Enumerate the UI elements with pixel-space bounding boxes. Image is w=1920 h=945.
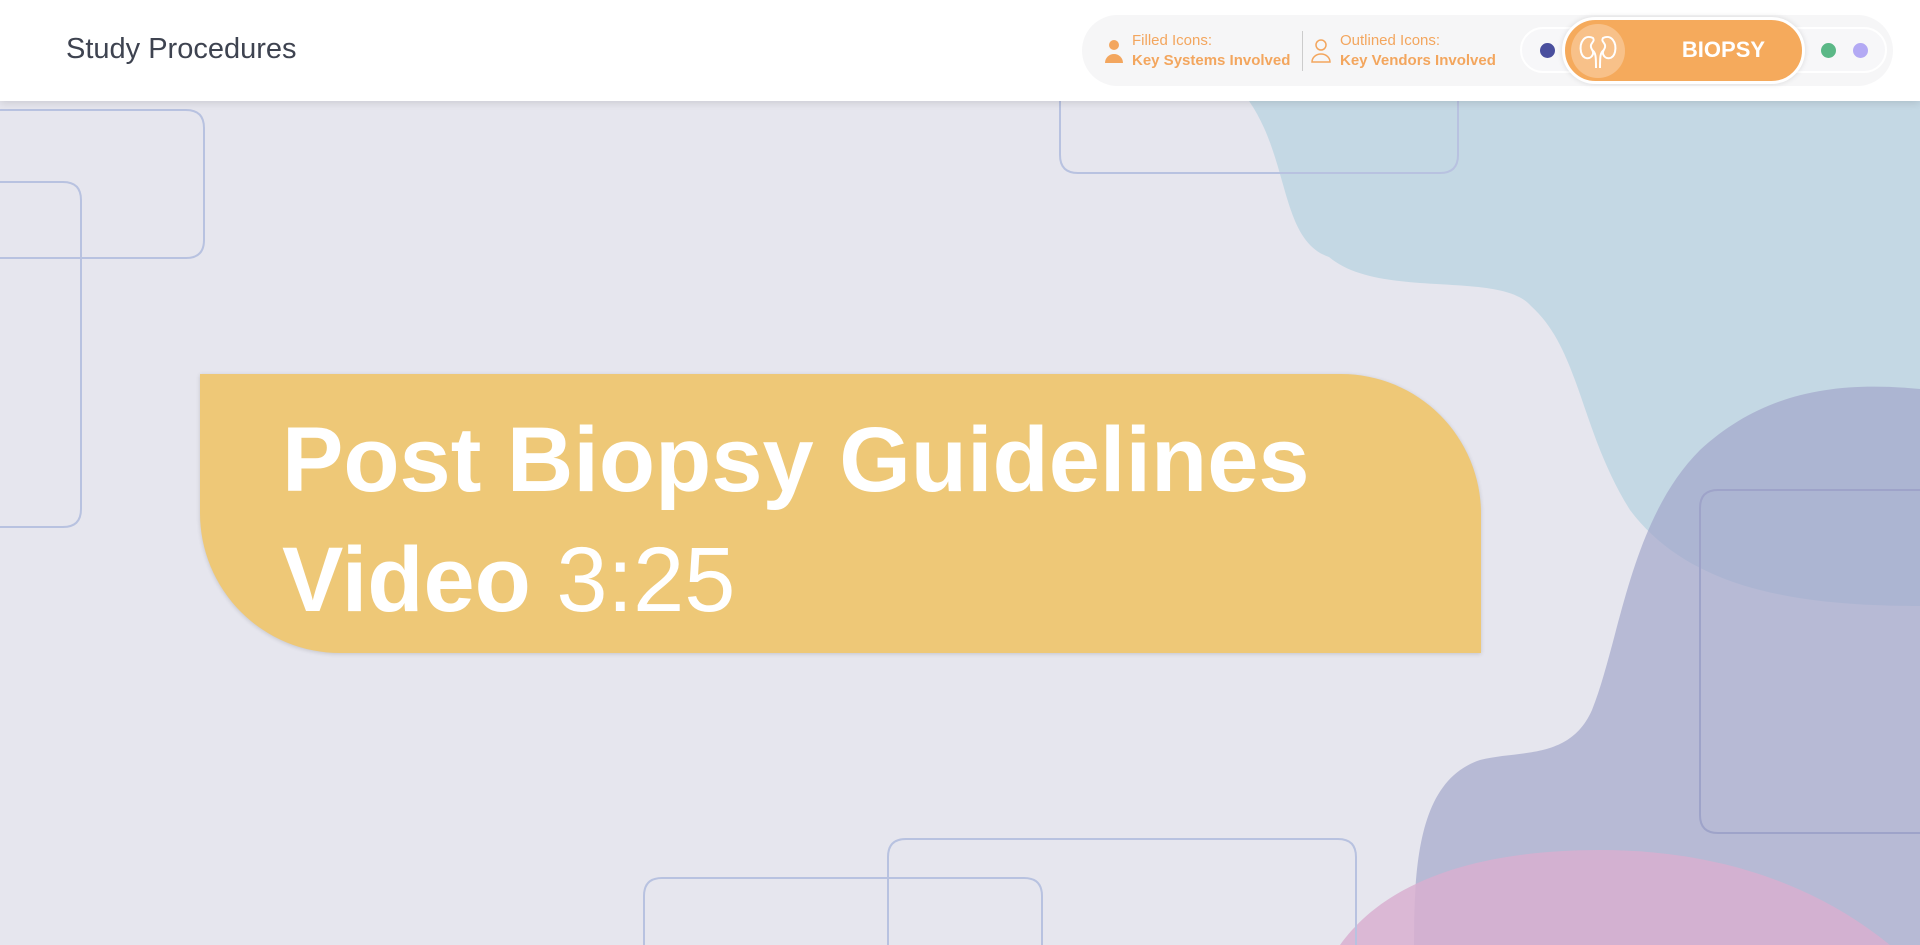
legend-label: Outlined Icons: (1340, 32, 1441, 49)
outline-frame (1699, 489, 1920, 834)
biopsy-procedure-button[interactable]: BIOPSY (1562, 17, 1805, 84)
divider (1302, 31, 1303, 71)
video-title-banner[interactable]: Post Biopsy Guidelines Video 3:25 (200, 374, 1481, 653)
video-label: Video (282, 529, 531, 631)
procedure-dot[interactable] (1853, 43, 1868, 58)
person-filled-icon (1105, 40, 1123, 63)
video-duration: 3:25 (556, 529, 736, 631)
legend-value: Key Systems Involved (1132, 52, 1291, 69)
banner-subtitle: Video 3:25 (282, 534, 735, 626)
person-outline-icon (1311, 39, 1331, 63)
top-bar: Study Procedures Filled Icons: Key System… (0, 0, 1920, 101)
outline-frame (0, 109, 205, 259)
legend-value: Key Vendors Involved (1340, 52, 1496, 69)
purple-blob (1414, 386, 1920, 945)
outline-frame (643, 877, 1043, 945)
page-title: Study Procedures (66, 33, 297, 65)
procedure-dot[interactable] (1821, 43, 1836, 58)
legend-filled: Filled Icons: Key Systems Involved (1104, 31, 1290, 71)
pink-blob (1340, 850, 1890, 945)
outline-frame (1059, 101, 1459, 174)
banner-title: Post Biopsy Guidelines (282, 409, 1310, 511)
legend-and-selector: Filled Icons: Key Systems Involved Outlin… (1082, 15, 1893, 86)
legend-label: Filled Icons: (1132, 32, 1213, 49)
kidneys-icon (1571, 24, 1625, 78)
procedure-dot[interactable] (1540, 43, 1555, 58)
legend-outlined: Outlined Icons: Key Vendors Involved (1310, 31, 1496, 71)
outline-frame (0, 181, 82, 528)
outline-frame (887, 838, 1357, 945)
biopsy-label: BIOPSY (1681, 37, 1766, 62)
